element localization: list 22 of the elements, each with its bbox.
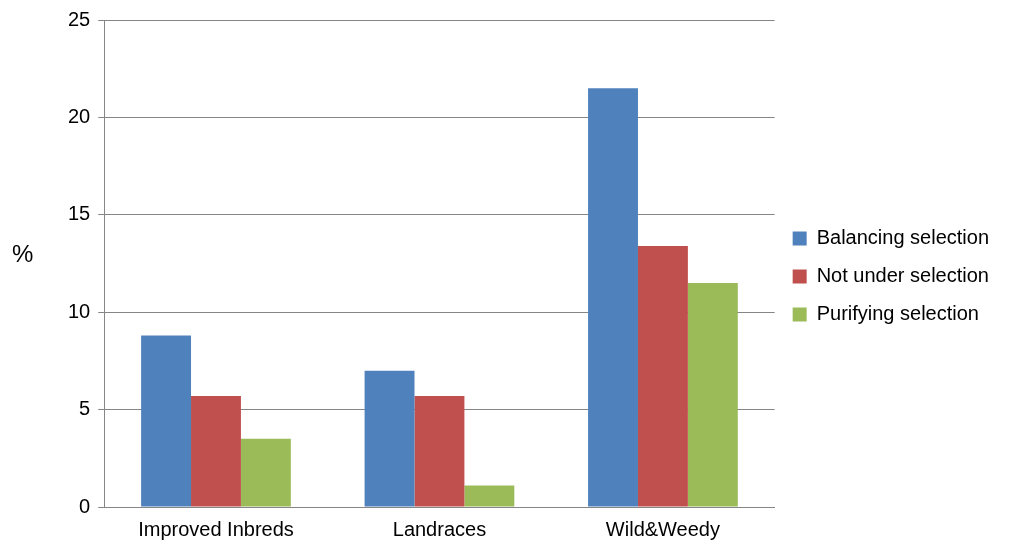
legend-label: Balancing selection — [816, 226, 990, 249]
bar — [240, 438, 291, 507]
y-tick-label: 5 — [79, 397, 91, 420]
bar — [464, 485, 515, 507]
legend-label: Not under selection — [816, 264, 989, 287]
bar — [191, 395, 241, 507]
x-tick-label: Wild&Weedy — [605, 517, 720, 540]
y-tick-label: 0 — [79, 494, 91, 517]
bar — [364, 370, 415, 507]
bar — [687, 282, 738, 507]
y-axis-title: % — [12, 240, 34, 268]
y-tick-label: 20 — [68, 104, 91, 127]
x-tick-label: Improved Inbreds — [138, 517, 294, 540]
y-tick-label: 10 — [68, 299, 91, 322]
x-tick-label: Landraces — [392, 517, 487, 540]
bar — [637, 245, 688, 507]
y-tick-label: 15 — [68, 202, 91, 225]
bar — [414, 395, 465, 507]
legend-label: Purifying selection — [816, 302, 979, 325]
y-tick-label: 25 — [68, 7, 91, 30]
bar — [588, 88, 638, 507]
bar — [141, 335, 192, 507]
